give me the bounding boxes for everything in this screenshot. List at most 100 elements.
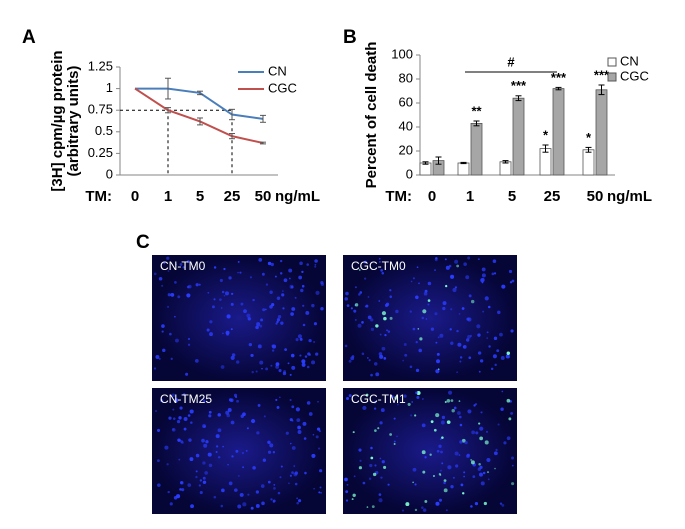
y-tick-label: 1 [106, 80, 113, 95]
nucleus [279, 272, 283, 275]
nucleus [236, 360, 240, 364]
nucleus [195, 475, 198, 479]
nucleus [172, 417, 176, 420]
nucleus [291, 365, 296, 370]
nucleus [306, 263, 309, 266]
bar [512, 97, 525, 176]
nucleus [235, 449, 239, 453]
nucleus [380, 408, 385, 413]
nucleus [467, 409, 472, 414]
nucleus [289, 474, 292, 477]
nucleus [282, 290, 284, 292]
nucleus [479, 465, 483, 469]
nucleus [288, 268, 293, 273]
legend-label: CN [268, 63, 287, 78]
nucleus [444, 258, 447, 261]
nucleus [167, 270, 170, 272]
nucleus [296, 418, 301, 423]
nucleus [256, 322, 261, 327]
nucleus [299, 354, 302, 357]
nucleus [174, 398, 179, 403]
nucleus [416, 266, 419, 269]
nucleus [281, 293, 285, 297]
nucleus [425, 318, 428, 320]
nucleus [353, 309, 357, 313]
nucleus [394, 396, 398, 400]
nucleus [179, 488, 182, 491]
y-axis-label: (arbitrary units) [65, 66, 82, 177]
nucleus [291, 446, 296, 450]
nucleus [459, 356, 463, 359]
nucleus [462, 344, 467, 349]
nucleus [187, 414, 191, 417]
nucleus [454, 286, 458, 289]
nucleus [384, 333, 387, 337]
nucleus [405, 502, 410, 507]
nucleus [358, 466, 363, 470]
nucleus [362, 481, 366, 485]
micrograph-background [152, 255, 326, 381]
nucleus [220, 504, 224, 508]
nucleus [226, 413, 231, 418]
x-tick-label: 1 [466, 188, 474, 205]
nucleus [230, 420, 235, 425]
nucleus [367, 296, 370, 298]
nucleus [270, 262, 274, 267]
nucleus [274, 275, 277, 278]
nucleus [247, 493, 250, 496]
nucleus [437, 336, 440, 339]
nucleus [453, 406, 457, 410]
nucleus [279, 476, 282, 479]
nucleus [358, 293, 361, 296]
nucleus [418, 282, 420, 285]
nucleus [219, 298, 222, 301]
nucleus [412, 327, 416, 331]
nucleus [317, 400, 319, 403]
nucleus [445, 284, 448, 288]
nucleus [404, 353, 408, 357]
nucleus [444, 401, 447, 404]
nucleus [297, 334, 303, 339]
nucleus [497, 310, 501, 315]
nucleus [203, 400, 206, 403]
nucleus [259, 324, 263, 328]
nucleus [293, 465, 296, 467]
nucleus [238, 475, 240, 477]
nucleus [171, 393, 176, 398]
nucleus [229, 398, 234, 403]
nucleus [251, 370, 254, 374]
nucleus [257, 344, 262, 349]
significance: *** [551, 70, 567, 85]
nucleus [259, 360, 264, 365]
nucleus [386, 329, 388, 332]
nucleus [247, 317, 252, 321]
nucleus [373, 362, 378, 366]
nucleus [402, 359, 404, 362]
nucleus [204, 471, 208, 475]
nucleus [467, 317, 472, 322]
nucleus [279, 396, 281, 399]
nucleus [503, 441, 507, 445]
nucleus [435, 341, 438, 344]
nucleus [436, 449, 440, 453]
x-unit: ng/mL [275, 188, 320, 205]
nucleus [228, 481, 233, 486]
nucleus [511, 279, 515, 283]
nucleus [410, 414, 413, 417]
nucleus [456, 264, 460, 268]
nucleus [222, 445, 224, 448]
nucleus [487, 305, 491, 309]
nucleus [207, 452, 212, 457]
nucleus [291, 405, 295, 409]
nucleus [470, 458, 473, 461]
nucleus [472, 475, 476, 478]
nucleus [198, 484, 201, 487]
nucleus [450, 308, 453, 311]
nucleus [162, 348, 166, 353]
nucleus [415, 295, 419, 300]
nucleus [414, 483, 417, 486]
nucleus [403, 394, 407, 398]
nucleus [463, 262, 467, 266]
nucleus [157, 483, 161, 487]
nucleus [373, 407, 377, 410]
